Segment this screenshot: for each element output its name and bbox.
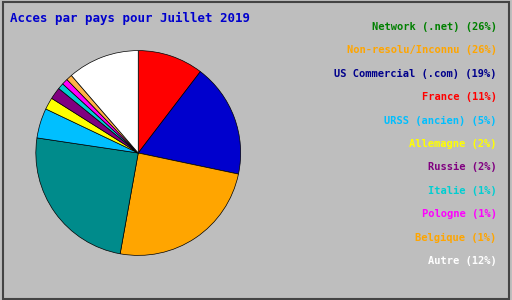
Text: Italie (1%): Italie (1%) bbox=[428, 186, 497, 196]
Text: Allemagne (2%): Allemagne (2%) bbox=[409, 139, 497, 149]
Wedge shape bbox=[138, 72, 241, 174]
Wedge shape bbox=[52, 88, 138, 153]
Text: Network (.net) (26%): Network (.net) (26%) bbox=[372, 22, 497, 32]
Wedge shape bbox=[138, 51, 200, 153]
Wedge shape bbox=[67, 75, 138, 153]
Wedge shape bbox=[36, 138, 138, 254]
Wedge shape bbox=[59, 84, 138, 153]
Text: Pologne (1%): Pologne (1%) bbox=[422, 209, 497, 219]
Text: France (11%): France (11%) bbox=[422, 92, 497, 102]
Text: US Commercial (.com) (19%): US Commercial (.com) (19%) bbox=[334, 69, 497, 79]
Text: Autre (12%): Autre (12%) bbox=[428, 256, 497, 266]
Text: URSS (ancien) (5%): URSS (ancien) (5%) bbox=[384, 116, 497, 126]
Wedge shape bbox=[120, 153, 239, 255]
Wedge shape bbox=[62, 80, 138, 153]
Text: Russie (2%): Russie (2%) bbox=[428, 162, 497, 172]
Text: Acces par pays pour Juillet 2019: Acces par pays pour Juillet 2019 bbox=[10, 12, 250, 25]
Wedge shape bbox=[37, 109, 138, 153]
Text: Belgique (1%): Belgique (1%) bbox=[415, 232, 497, 243]
Wedge shape bbox=[46, 98, 138, 153]
Text: Non-resolu/Inconnu (26%): Non-resolu/Inconnu (26%) bbox=[347, 45, 497, 56]
Wedge shape bbox=[71, 51, 138, 153]
